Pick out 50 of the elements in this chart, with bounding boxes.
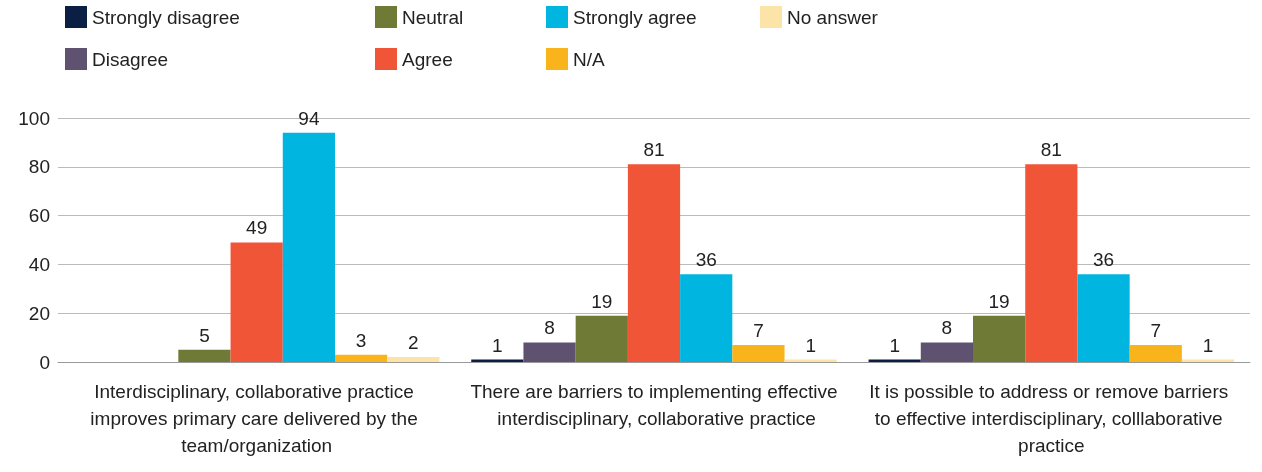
data-label: 49	[246, 217, 268, 239]
bar	[1129, 344, 1182, 362]
x-tick-label: There are barriers to implementing effective interdisciplinary, collaborative practice	[470, 381, 838, 429]
bar	[523, 342, 576, 362]
y-tick-label: 100	[18, 107, 50, 129]
bar	[178, 349, 231, 362]
legend-label: Neutral	[402, 6, 464, 28]
legend-label: Strongly disagree	[92, 6, 240, 28]
data-label: 1	[805, 334, 816, 356]
bar	[575, 315, 628, 362]
x-tick-label: It is possible to address or remove barriers to effective interdisciplinary, colllaborative practice	[869, 381, 1234, 456]
y-tick-label: 80	[28, 156, 50, 178]
bar	[920, 342, 973, 362]
legend-label: Agree	[402, 48, 453, 70]
data-label: 8	[941, 317, 953, 339]
data-label: 19	[988, 290, 1010, 312]
legend-label: N/A	[573, 48, 605, 70]
data-label: 94	[298, 107, 320, 129]
bar	[1025, 164, 1078, 362]
y-tick-label: 40	[28, 253, 50, 275]
bar	[335, 354, 388, 362]
legend-label: Disagree	[92, 48, 169, 70]
bar	[387, 357, 440, 362]
data-label: 1	[889, 334, 900, 356]
bar	[282, 132, 335, 362]
data-label: 36	[1092, 249, 1115, 271]
bar	[1077, 274, 1130, 362]
data-label: 2	[408, 332, 419, 354]
y-tick-label: 20	[28, 302, 50, 324]
data-label: 8	[544, 317, 555, 339]
bar	[680, 274, 733, 362]
data-label: 5	[199, 324, 210, 346]
bar	[627, 164, 681, 362]
data-label: 7	[1150, 319, 1162, 341]
bar	[732, 344, 785, 362]
data-label: 36	[695, 249, 717, 271]
legend-label: Strongly agree	[573, 6, 697, 28]
data-label: 1	[492, 334, 503, 356]
bar	[230, 242, 283, 362]
data-label: 19	[591, 290, 613, 312]
y-tick-label: 0	[39, 351, 50, 373]
data-label: 3	[355, 329, 367, 351]
x-tick-label: Interdisciplinary, collaborative practice improves primary care delivered by the team/organization	[90, 381, 423, 456]
data-label: 1	[1202, 334, 1214, 356]
y-tick-label: 60	[28, 205, 50, 227]
data-label: 81	[1040, 139, 1062, 161]
bar	[973, 315, 1026, 362]
data-label: 7	[753, 319, 764, 341]
data-label: 81	[643, 139, 665, 161]
legend-label: No answer	[787, 6, 879, 28]
